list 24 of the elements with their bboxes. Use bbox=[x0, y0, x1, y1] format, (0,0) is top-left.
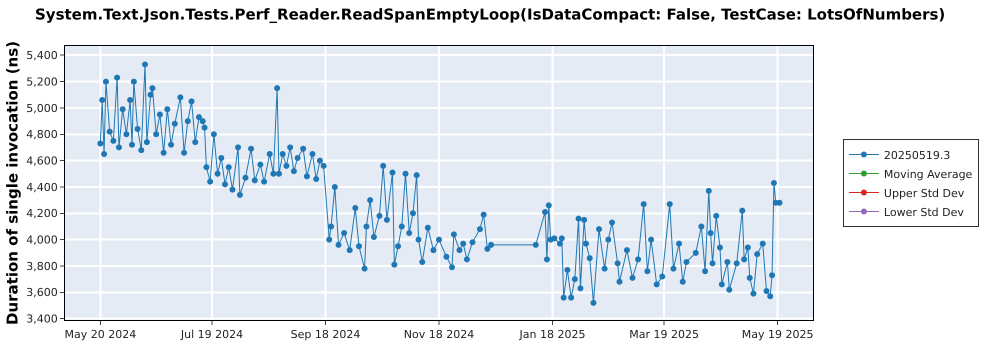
x-tick-label: May 20 2024 bbox=[64, 328, 136, 342]
legend-label: Moving Average bbox=[884, 168, 973, 181]
y-tick-label: 3,600 bbox=[26, 286, 58, 300]
y-tick-label: 5,400 bbox=[26, 49, 58, 62]
y-tick-label: 4,000 bbox=[26, 233, 58, 246]
legend-label: 20250519.3 bbox=[884, 148, 950, 162]
y-tick-label: 5,200 bbox=[26, 75, 58, 88]
x-tick-label: Sep 18 2024 bbox=[290, 328, 360, 342]
legend-label: Upper Std Dev bbox=[884, 186, 965, 200]
x-tick-label: Mar 19 2025 bbox=[629, 328, 700, 342]
x-tick-label: Jul 19 2024 bbox=[180, 328, 244, 342]
y-tick-label: 4,200 bbox=[26, 207, 58, 220]
y-tick-label: 4,400 bbox=[26, 180, 58, 194]
x-tick-label: Nov 18 2024 bbox=[404, 328, 474, 342]
y-tick-label: 5,000 bbox=[26, 102, 58, 115]
chart-title: System.Text.Json.Tests.Perf_Reader.ReadSpanEmptyLoop(IsDataCompact: False, TestCase: LotsOfNumbers) bbox=[35, 5, 946, 24]
x-tick-label: Jan 18 2025 bbox=[518, 328, 586, 342]
y-tick-label: 4,600 bbox=[26, 154, 58, 168]
legend-label: Lower Std Dev bbox=[884, 206, 964, 219]
x-tick-label: May 19 2025 bbox=[742, 328, 814, 342]
y-tick-label: 3,800 bbox=[26, 260, 58, 273]
y-tick-label: 4,800 bbox=[26, 128, 58, 142]
y-tick-label: 3,400 bbox=[26, 312, 58, 326]
y-axis-title: Duration of single invocation (ns) bbox=[4, 41, 22, 325]
